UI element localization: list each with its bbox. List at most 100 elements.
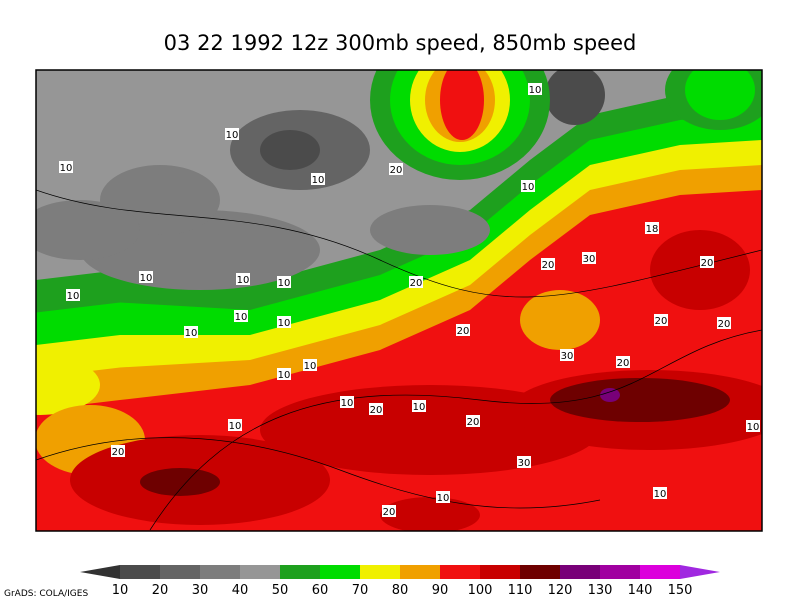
jet-area [440,70,484,140]
high-speed-area [140,468,220,496]
colorbar-box [600,565,640,579]
contour-line [36,189,762,298]
contour-label: 10 [413,402,426,413]
colorbar-box [440,565,480,579]
contour-label: 30 [583,254,596,265]
contour-label-box [228,419,242,431]
contour-label-box [560,349,574,361]
colorbar-label: 80 [392,583,409,598]
contour-label-box [517,456,531,468]
contour-label: 20 [467,417,480,428]
contour-label-box [234,310,248,322]
contour-label: 20 [383,507,396,518]
contour-label-box [59,161,73,173]
colorbar-box [320,565,360,579]
low-speed-area [36,200,140,260]
colorbar-low-arrow [80,565,120,579]
colorbar-box [280,565,320,579]
colorbar-box [160,565,200,579]
low-speed-area [545,70,605,125]
jet-area [685,70,755,120]
high-speed-area [550,378,730,422]
high-speed-area [36,355,100,415]
contour-label: 30 [561,351,574,362]
contour-label: 10 [654,489,667,500]
contour-label: 10 [437,493,450,504]
contour-label-box [653,487,667,499]
contour-label-box [66,289,80,301]
high-speed-area [650,230,750,310]
contour-label-box [277,276,291,288]
contour-label: 20 [655,316,668,327]
colorbar-label: 150 [668,583,693,598]
contour-label: 10 [237,275,250,286]
contour-label: 20 [542,260,555,271]
contour-label-box [456,324,470,336]
contour-label-box [528,83,542,95]
contour-label-box [225,128,239,140]
contour-label: 30 [518,458,531,469]
credit: GrADS: COLA/IGES [4,589,88,599]
contour-label-box [541,258,555,270]
contour-label: 20 [617,358,630,369]
colorbar-box [200,565,240,579]
contour-label: 10 [60,163,73,174]
contour-label-box [184,326,198,338]
contour-label-box [582,252,596,264]
contour-label-box [436,491,450,503]
colorbar-label: 20 [152,583,169,598]
contour-label: 20 [112,447,125,458]
contour-label: 10 [529,85,542,96]
contour-label-box [409,276,423,288]
contour-line [149,329,762,531]
contour-label: 10 [341,398,354,409]
contour-label-box [521,180,535,192]
contour-label: 10 [140,273,153,284]
low-speed-area [260,130,320,170]
contour-label: 10 [304,361,317,372]
contour-label: 10 [278,318,291,329]
wind-field [36,70,762,531]
colorbar-box [520,565,560,579]
colorbar-box [480,565,520,579]
contour-label-box [340,396,354,408]
colorbar-label: 100 [468,583,493,598]
high-speed-area [520,290,600,350]
contour-label: 10 [229,421,242,432]
contour-label-box [746,420,760,432]
colorbar-label: 60 [312,583,329,598]
contour-label: 10 [185,328,198,339]
colorbar-box [360,565,400,579]
colorbar-box [240,565,280,579]
contour-label: 20 [410,278,423,289]
colorbar-box [560,565,600,579]
contour-label: 20 [370,405,383,416]
contour-label: 20 [390,165,403,176]
contour-label-box [700,256,714,268]
contour-label: 20 [718,319,731,330]
low-speed-area [370,205,490,255]
colorbar-box [120,565,160,579]
contour-label-box [236,273,250,285]
colorbar-label: 30 [192,583,209,598]
contour-label-box [717,317,731,329]
contour-label: 10 [67,291,80,302]
contour-label-box [311,173,325,185]
contour-label-box [616,356,630,368]
contour-label: 10 [747,422,760,433]
high-speed-area [600,388,620,402]
colorbar-label: 140 [628,583,653,598]
contour-label-box [645,222,659,234]
contour-label-box [654,314,668,326]
colorbar-label: 130 [588,583,613,598]
contour-label: 10 [522,182,535,193]
contour-label-box [277,316,291,328]
contour-label-box [466,415,480,427]
colorbar-label: 40 [232,583,249,598]
colorbar-box [400,565,440,579]
map-frame [35,69,763,532]
contour-label: 10 [278,370,291,381]
contour-label: 20 [701,258,714,269]
contour-label-box [369,403,383,415]
contour-label-box [111,445,125,457]
